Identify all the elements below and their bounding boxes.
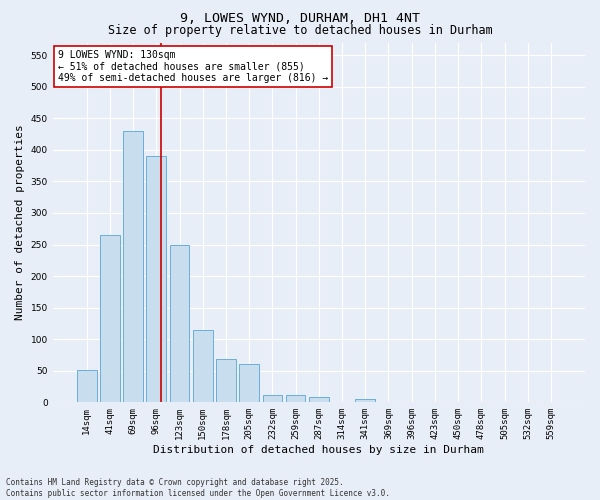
Text: 9, LOWES WYND, DURHAM, DH1 4NT: 9, LOWES WYND, DURHAM, DH1 4NT [180,12,420,26]
Bar [239,364,259,403]
Bar [286,395,305,402]
Text: 9 LOWES WYND: 130sqm
← 51% of detached houses are smaller (855)
49% of semi-deta: 9 LOWES WYND: 130sqm ← 51% of detached h… [58,50,328,83]
Bar [146,156,166,402]
Bar [100,235,120,402]
X-axis label: Distribution of detached houses by size in Durham: Distribution of detached houses by size … [154,445,484,455]
Bar [309,396,329,402]
Bar [123,131,143,402]
Bar [77,370,97,402]
Bar [216,360,236,403]
Bar [355,398,375,402]
Text: Size of property relative to detached houses in Durham: Size of property relative to detached ho… [107,24,493,37]
Bar [193,330,212,402]
Y-axis label: Number of detached properties: Number of detached properties [15,124,25,320]
Bar [170,244,190,402]
Bar [263,395,282,402]
Text: Contains HM Land Registry data © Crown copyright and database right 2025.
Contai: Contains HM Land Registry data © Crown c… [6,478,390,498]
